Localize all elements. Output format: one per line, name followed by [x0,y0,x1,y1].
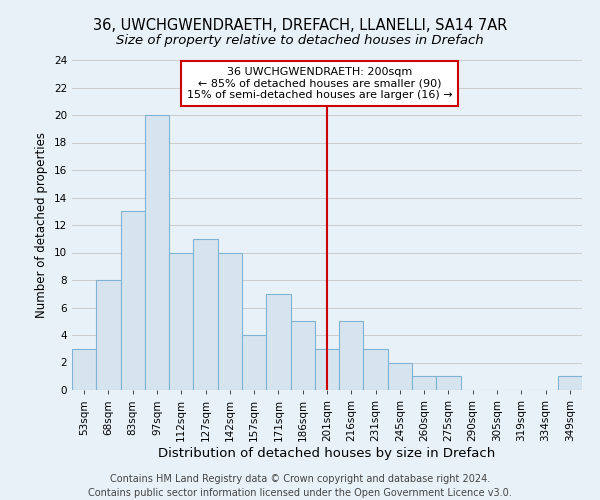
Text: 36 UWCHGWENDRAETH: 200sqm
← 85% of detached houses are smaller (90)
15% of semi-: 36 UWCHGWENDRAETH: 200sqm ← 85% of detac… [187,67,452,100]
Text: 36, UWCHGWENDRAETH, DREFACH, LLANELLI, SA14 7AR: 36, UWCHGWENDRAETH, DREFACH, LLANELLI, S… [93,18,507,32]
Bar [290,322,315,390]
Bar [266,294,290,390]
Bar [218,252,242,390]
Bar [193,239,218,390]
Bar [339,322,364,390]
Bar [242,335,266,390]
Bar [412,376,436,390]
Bar [558,376,582,390]
Bar [169,252,193,390]
X-axis label: Distribution of detached houses by size in Drefach: Distribution of detached houses by size … [158,446,496,460]
Bar [145,115,169,390]
Bar [315,349,339,390]
Bar [96,280,121,390]
Bar [72,349,96,390]
Bar [436,376,461,390]
Bar [364,349,388,390]
Bar [121,211,145,390]
Text: Contains HM Land Registry data © Crown copyright and database right 2024.
Contai: Contains HM Land Registry data © Crown c… [88,474,512,498]
Text: Size of property relative to detached houses in Drefach: Size of property relative to detached ho… [116,34,484,47]
Y-axis label: Number of detached properties: Number of detached properties [35,132,49,318]
Bar [388,362,412,390]
